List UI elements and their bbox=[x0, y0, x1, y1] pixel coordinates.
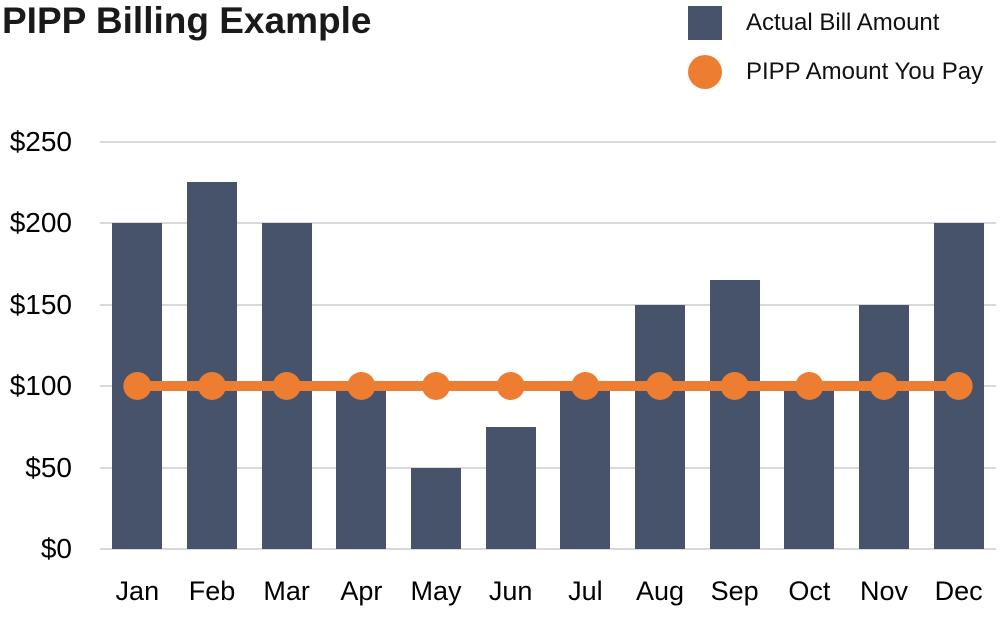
gridline bbox=[100, 222, 996, 224]
y-axis-tick-label: $50 bbox=[25, 451, 72, 483]
y-axis-tick-label: $200 bbox=[9, 207, 72, 238]
x-axis-label-nov: Nov bbox=[859, 576, 908, 606]
x-axis-label-jun: Jun bbox=[488, 576, 533, 606]
bar-aug bbox=[635, 304, 685, 549]
x-axis-label-dec: Dec bbox=[934, 576, 983, 606]
bar-jan bbox=[112, 223, 163, 549]
y-axis-tick-label: $100 bbox=[9, 370, 72, 401]
chart-title: PIPP Billing Example bbox=[2, 0, 372, 41]
bar-jul bbox=[560, 386, 611, 549]
x-axis-label-aug: Aug bbox=[635, 576, 685, 606]
gridline bbox=[100, 303, 996, 306]
bar-apr bbox=[336, 386, 387, 549]
bar-mar bbox=[261, 223, 312, 549]
x-axis-label-may: May bbox=[410, 576, 462, 606]
legend-label: Actual Bill Amount bbox=[746, 9, 940, 36]
legend: Actual Bill Amount PIPP Amount You Pay bbox=[688, 6, 1000, 104]
bar-may bbox=[411, 467, 461, 549]
legend-item-actual-bill: Actual Bill Amount bbox=[688, 6, 1000, 40]
circle-swatch-icon bbox=[688, 55, 722, 89]
x-axis-label-jul: Jul bbox=[568, 576, 603, 606]
x-axis-label-apr: Apr bbox=[340, 576, 383, 606]
bar-nov bbox=[859, 304, 909, 549]
gridline bbox=[100, 548, 996, 550]
y-axis-tick-label: $0 bbox=[40, 533, 72, 564]
y-axis-tick-label: $150 bbox=[9, 288, 72, 320]
y-axis-tick-label: $250 bbox=[9, 125, 72, 157]
gridline bbox=[100, 466, 996, 469]
gridline bbox=[100, 140, 996, 143]
bar-oct bbox=[784, 386, 835, 549]
bar-swatch-icon bbox=[688, 6, 722, 40]
legend-label: PIPP Amount You Pay bbox=[746, 58, 984, 85]
bar-sep bbox=[709, 280, 760, 549]
bar-feb bbox=[187, 182, 237, 549]
x-axis-label-oct: Oct bbox=[788, 576, 831, 606]
bar-dec bbox=[933, 223, 984, 549]
legend-item-pipp-amount: PIPP Amount You Pay bbox=[688, 55, 1000, 89]
x-axis-label-sep: Sep bbox=[710, 576, 759, 606]
x-axis-label-feb: Feb bbox=[188, 576, 236, 606]
x-axis-label-jan: Jan bbox=[115, 576, 160, 606]
bar-jun bbox=[485, 426, 536, 549]
x-axis-label-mar: Mar bbox=[263, 576, 310, 606]
